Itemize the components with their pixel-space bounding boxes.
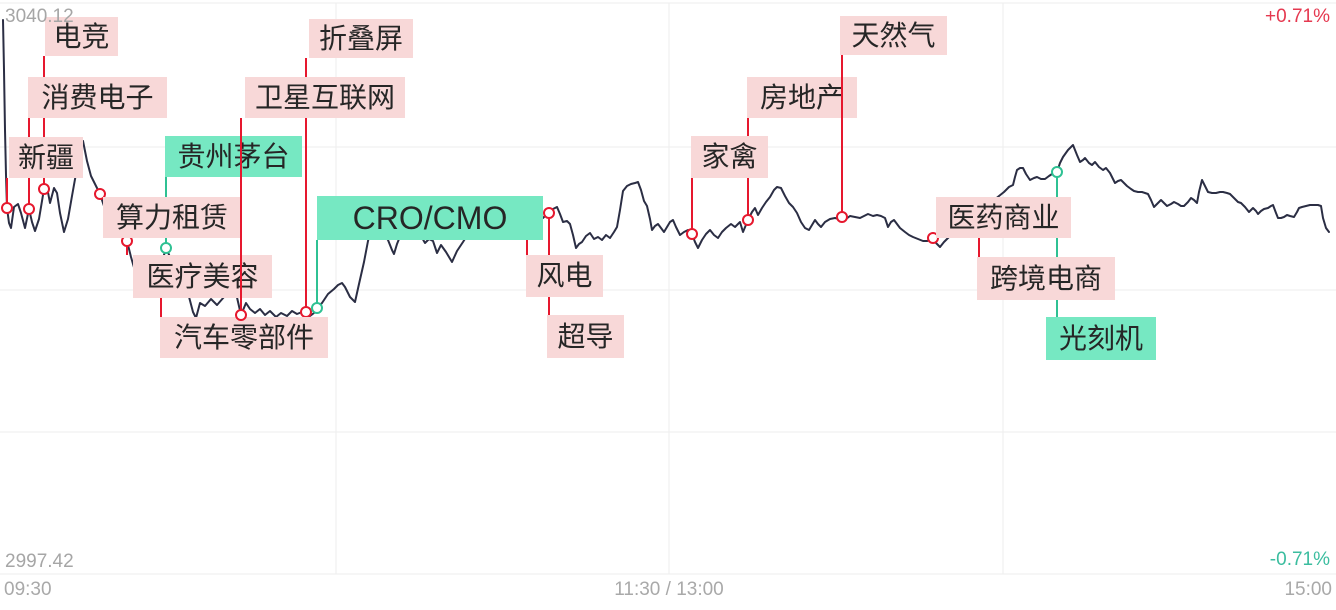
sector-label[interactable]: 汽车零部件 [160, 317, 328, 358]
sector-label[interactable]: 卫星互联网 [245, 77, 405, 118]
sector-label[interactable]: 算力租赁 [103, 197, 241, 238]
sector-label[interactable]: 光刻机 [1046, 317, 1156, 360]
time-tick-open: 09:30 [4, 579, 52, 600]
sector-label[interactable]: 天然气 [840, 16, 947, 55]
sector-label[interactable]: 跨境电商 [977, 257, 1115, 300]
marker-circle [38, 183, 50, 195]
time-tick-close: 15:00 [1284, 579, 1332, 600]
sector-label[interactable]: 电竞 [45, 17, 118, 56]
marker-circle [94, 188, 106, 200]
sector-label[interactable]: 贵州茅台 [165, 136, 302, 177]
sector-label[interactable]: 房地产 [747, 77, 857, 118]
marker-circle [686, 228, 698, 240]
marker-circle [160, 242, 172, 254]
sector-label[interactable]: 医疗美容 [133, 255, 272, 298]
sector-label[interactable]: 风电 [526, 255, 603, 297]
marker-circle [311, 302, 323, 314]
marker-circle [543, 207, 555, 219]
axis-low-value: 2997.42 [5, 551, 74, 572]
axis-low-percent: -0.71% [1269, 549, 1330, 570]
sector-label[interactable]: 家禽 [691, 136, 768, 178]
marker-circle [23, 203, 35, 215]
marker-circle [1, 202, 13, 214]
sector-label[interactable]: 折叠屏 [309, 19, 413, 58]
sector-label[interactable]: 超导 [547, 315, 624, 358]
marker-circle [742, 214, 754, 226]
sector-label[interactable]: 医药商业 [936, 197, 1071, 238]
sector-label[interactable]: 消费电子 [28, 77, 167, 118]
sector-label[interactable]: CRO/CMO [317, 196, 543, 240]
axis-high-value: 3040.12 [5, 6, 74, 27]
sector-label[interactable]: 新疆 [9, 137, 83, 178]
time-tick-midday: 11:30 / 13:00 [614, 579, 724, 600]
marker-circle [927, 232, 939, 244]
axis-high-percent: +0.71% [1265, 6, 1330, 27]
marker-circle [1051, 166, 1063, 178]
